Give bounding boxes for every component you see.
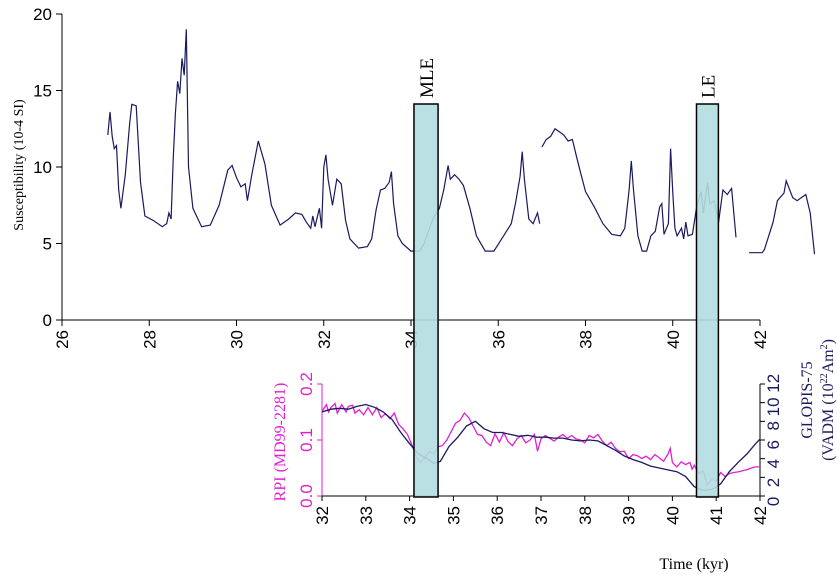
susceptibility-line-segment	[749, 178, 816, 255]
glopis-y-axis-label: GLOPIS-75	[799, 361, 816, 438]
rpi-glopis-series	[321, 402, 761, 492]
rpi-y-axis-label: RPI (MD99-2281)	[272, 383, 289, 502]
band-label-le: LE	[698, 75, 719, 98]
vadm-label-sup1: 22	[819, 373, 830, 383]
vadm-label-sup2: 2	[819, 344, 830, 349]
glopis-line	[321, 403, 761, 492]
y-tick-label: 5	[43, 235, 52, 254]
time-x-tick-label: 42	[751, 506, 770, 525]
time-x-tick-label: 34	[401, 506, 420, 525]
vadm-label-part3: )	[820, 339, 837, 344]
time-x-tick-label: 35	[444, 506, 463, 525]
time-x-axis-label: Time (kyr)	[659, 556, 728, 573]
event-bands: MLE LE	[413, 58, 720, 498]
band-label-mle: MLE	[417, 58, 438, 98]
y-tick-label: 15	[33, 82, 52, 101]
susceptibility-axes	[56, 13, 761, 326]
x-tick-label: 32	[315, 330, 334, 349]
time-x-tick-label: 33	[357, 506, 376, 525]
x-tick-label: 38	[577, 330, 596, 349]
rpi-y-tick-label: 0.2	[297, 372, 316, 396]
rpi-line	[321, 402, 760, 487]
time-x-tick-label: 32	[313, 506, 332, 525]
time-x-tick-label: 39	[620, 506, 639, 525]
x-tick-label: 28	[140, 330, 159, 349]
x-tick-label: 36	[489, 330, 508, 349]
vadm-label-part1: (VADM (10	[820, 383, 837, 460]
susceptibility-line-segment	[107, 29, 541, 252]
x-tick-label: 42	[751, 330, 770, 349]
time-x-tick-label: 41	[707, 506, 726, 525]
rpi-glopis-tick-labels: 0.0 0.1 0.2 0 2 4 6 8 10 12 32 33 34 35 36 37 38 39…	[297, 372, 783, 525]
vadm-y-axis-label: (VADM (1022Am2)	[819, 339, 837, 461]
y-tick-label: 0	[43, 311, 52, 330]
vadm-label-part2: Am	[820, 349, 837, 374]
time-x-tick-label: 37	[532, 506, 551, 525]
rpi-y-tick-label: 0.0	[297, 484, 316, 508]
rpi-glopis-chart: 0.0 0.1 0.2 0 2 4 6 8 10 12 32 33 34 35 36 37 38 39…	[272, 339, 837, 573]
band-mle	[413, 103, 439, 498]
y-tick-label: 20	[33, 5, 52, 24]
x-tick-label: 40	[664, 330, 683, 349]
glopis-y-tick-labels: 0 2 4 6 8 10 12	[764, 374, 783, 506]
time-x-tick-label: 38	[576, 506, 595, 525]
x-tick-label: 30	[228, 330, 247, 349]
band-le	[695, 103, 720, 498]
y-tick-label: 10	[33, 158, 52, 177]
time-x-tick-label: 36	[488, 506, 507, 525]
time-x-tick-label: 40	[663, 506, 682, 525]
x-tick-label: 26	[53, 330, 72, 349]
susceptibility-y-axis-label: Susceptibility (10-4 SI)	[12, 99, 27, 231]
rpi-y-tick-label: 0.1	[297, 428, 316, 452]
